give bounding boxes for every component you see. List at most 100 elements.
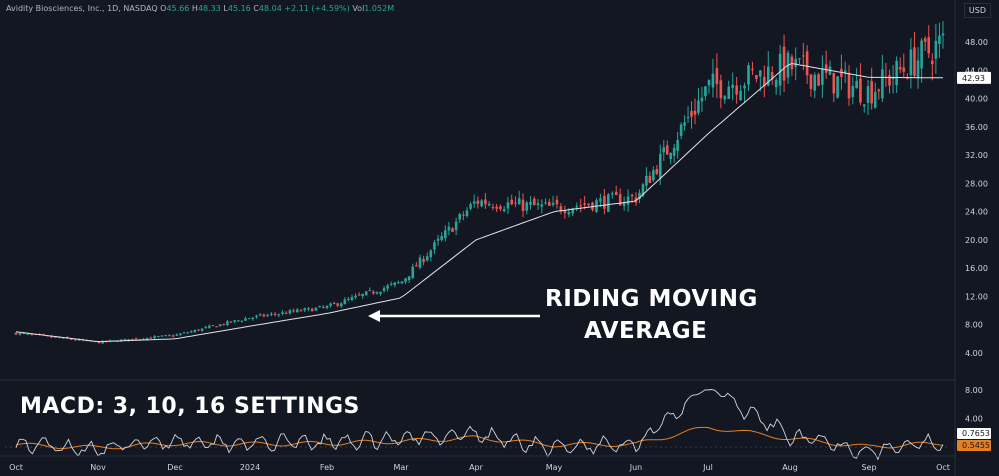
candle-body	[22, 332, 26, 334]
candle-body	[440, 236, 443, 240]
last-price-marker	[957, 71, 991, 84]
time-tick-label: 2024	[240, 463, 260, 472]
low-value: 45.16	[227, 4, 251, 13]
candle-body	[529, 202, 532, 205]
candle-body	[610, 193, 614, 195]
currency-badge[interactable]: USD	[963, 3, 991, 18]
candle-body	[697, 100, 700, 113]
candle-body	[404, 278, 407, 282]
candle-body	[54, 336, 57, 338]
time-tick-label: Aug	[782, 463, 798, 472]
time-tick-label: Oct	[9, 463, 23, 472]
candle-body	[614, 191, 618, 196]
candle-body	[923, 38, 927, 42]
candle-body	[270, 313, 273, 315]
candle-body	[153, 336, 156, 339]
volume-value: 1.052M	[364, 4, 395, 13]
candle-body	[26, 333, 30, 335]
candle-body	[244, 318, 247, 321]
candle-body	[487, 203, 491, 206]
candle-body	[247, 318, 251, 320]
candle-body	[587, 203, 590, 206]
price-tick-label: 44.00	[965, 66, 988, 75]
high-value: 48.33	[197, 4, 221, 13]
last-price-label: 42.93	[962, 74, 985, 83]
candle-body	[630, 194, 634, 197]
candle-body	[817, 74, 820, 86]
candle-body	[743, 85, 746, 89]
annotation-arrow-head	[368, 310, 380, 322]
candle-body	[296, 309, 299, 312]
macd-pane	[5, 389, 948, 461]
candle-body	[325, 305, 329, 308]
candle-body	[802, 55, 805, 57]
time-tick-label: Sep	[861, 463, 876, 472]
candle-body	[281, 312, 284, 314]
candle-body	[251, 317, 255, 319]
candle-body	[607, 194, 610, 212]
candle-body	[329, 303, 332, 306]
candle-body	[182, 332, 186, 334]
open-value: 45.66	[166, 4, 190, 13]
candle-body	[938, 35, 941, 45]
price-tick-label: 32.00	[965, 151, 988, 160]
candle-body	[175, 334, 179, 336]
macd-value-marker	[957, 428, 991, 439]
candle-body	[458, 213, 462, 220]
candle-body	[763, 76, 766, 87]
candle-body	[679, 124, 683, 136]
candle-body	[648, 176, 652, 183]
candle-body	[193, 329, 197, 333]
candle-body	[866, 86, 870, 103]
candle-body	[544, 202, 547, 204]
price-tick-label: 12.00	[965, 292, 988, 301]
candle-body	[579, 205, 582, 207]
signal-line	[15, 426, 944, 450]
candle-body	[386, 285, 389, 289]
candle-body	[676, 140, 679, 151]
candle-body	[288, 310, 292, 314]
candle-body	[145, 337, 149, 340]
candle-body	[840, 68, 843, 77]
candle-body	[425, 256, 429, 261]
candle-body	[652, 170, 655, 181]
candle-body	[454, 221, 458, 231]
candle-body	[415, 265, 418, 267]
candle-body	[73, 339, 77, 341]
candle-body	[350, 297, 354, 300]
candle-body	[476, 200, 480, 204]
candle-body	[843, 70, 847, 74]
candle-body	[436, 238, 440, 241]
candle-body	[790, 56, 794, 70]
candle-body	[332, 303, 336, 305]
candle-body	[382, 288, 386, 291]
candle-body	[931, 60, 934, 65]
candle-body	[555, 199, 559, 205]
time-tick-label: Jun	[629, 463, 643, 472]
candle-body	[236, 320, 240, 322]
candle-body	[521, 199, 525, 211]
candle-body	[400, 281, 404, 284]
candle-body	[343, 299, 347, 305]
candle-body	[902, 67, 906, 72]
candle-body	[262, 314, 266, 317]
candle-body	[836, 76, 839, 98]
annotation-riding-line2: AVERAGE	[584, 318, 708, 344]
candle-body	[433, 242, 436, 250]
high-label: H	[191, 4, 198, 13]
candle-body	[548, 201, 551, 206]
candle-body	[821, 68, 824, 85]
candle-body	[123, 339, 127, 341]
symbol-header: Avidity Biosciences, Inc., 1D, NASDAQ O4…	[6, 4, 394, 13]
candle-body	[909, 49, 913, 75]
candle-body	[517, 198, 521, 205]
candle-body	[551, 202, 555, 205]
candle-body	[563, 210, 567, 214]
candle-body	[559, 206, 563, 212]
candle-body	[638, 192, 641, 200]
candle-body	[204, 327, 208, 329]
candle-body	[480, 200, 483, 207]
candle-body	[407, 276, 411, 281]
candle-body	[824, 64, 828, 73]
candle-body	[142, 338, 145, 340]
